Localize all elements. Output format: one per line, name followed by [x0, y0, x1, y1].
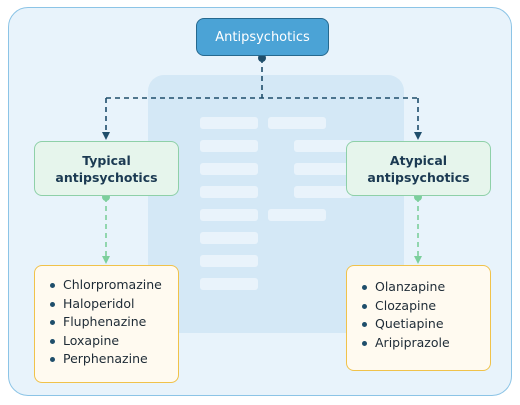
list-item: Clozapine — [361, 298, 490, 317]
document-background-icon — [148, 75, 404, 333]
list-item: Loxapine — [49, 333, 178, 352]
list-item: Haloperidol — [49, 296, 178, 315]
list-item: Fluphenazine — [49, 314, 178, 333]
list-item: Quetiapine — [361, 316, 490, 335]
atypical-antipsychotics-node: Atypical antipsychotics — [346, 141, 491, 196]
list-item: Olanzapine — [361, 279, 490, 298]
list-item: Chlorpromazine — [49, 277, 178, 296]
atypical-drug-list: Olanzapine Clozapine Quetiapine Aripipra… — [346, 265, 491, 371]
list-item: Perphenazine — [49, 351, 178, 370]
root-node: Antipsychotics — [196, 18, 329, 56]
typical-drug-list: Chlorpromazine Haloperidol Fluphenazine … — [34, 265, 179, 383]
typical-antipsychotics-node: Typical antipsychotics — [34, 141, 179, 196]
list-item: Aripiprazole — [361, 335, 490, 354]
